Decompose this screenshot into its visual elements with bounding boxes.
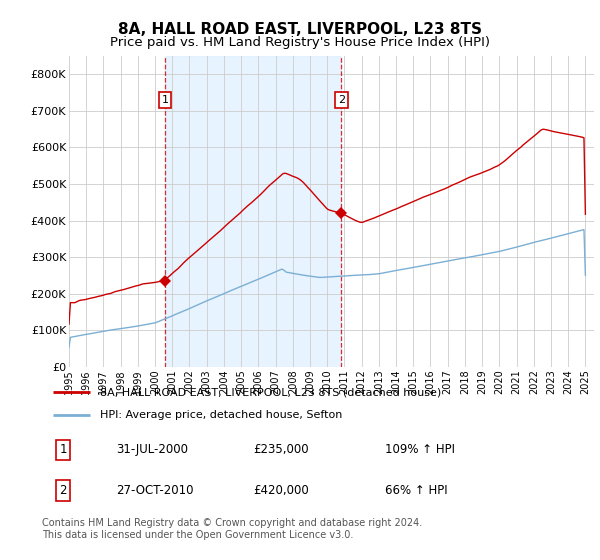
Text: 109% ↑ HPI: 109% ↑ HPI: [385, 444, 455, 456]
Text: 8A, HALL ROAD EAST, LIVERPOOL, L23 8TS: 8A, HALL ROAD EAST, LIVERPOOL, L23 8TS: [118, 22, 482, 38]
Text: Price paid vs. HM Land Registry's House Price Index (HPI): Price paid vs. HM Land Registry's House …: [110, 36, 490, 49]
Text: £420,000: £420,000: [253, 484, 309, 497]
Text: 2: 2: [338, 95, 345, 105]
Text: 27-OCT-2010: 27-OCT-2010: [116, 484, 193, 497]
Text: 66% ↑ HPI: 66% ↑ HPI: [385, 484, 448, 497]
Bar: [165, 56, 341, 367]
Text: HPI: Average price, detached house, Sefton: HPI: Average price, detached house, Seft…: [100, 410, 343, 420]
Text: 1: 1: [161, 95, 169, 105]
Text: 2: 2: [59, 484, 67, 497]
Text: 8A, HALL ROAD EAST, LIVERPOOL, L23 8TS (detached house): 8A, HALL ROAD EAST, LIVERPOOL, L23 8TS (…: [100, 388, 442, 398]
Text: £235,000: £235,000: [253, 444, 309, 456]
Text: 31-JUL-2000: 31-JUL-2000: [116, 444, 188, 456]
Text: 1: 1: [59, 444, 67, 456]
Text: Contains HM Land Registry data © Crown copyright and database right 2024.
This d: Contains HM Land Registry data © Crown c…: [42, 518, 422, 540]
